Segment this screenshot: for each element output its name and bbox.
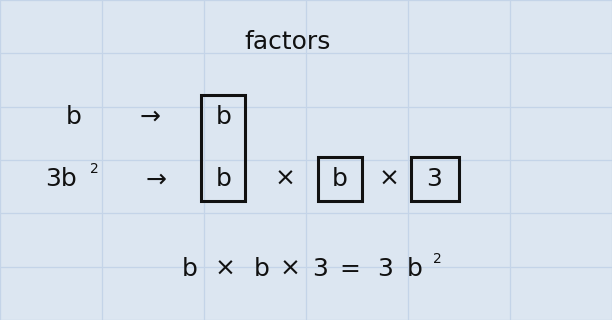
Text: =: = (339, 257, 360, 281)
Bar (411, 157, 458, 201)
Text: ×: × (378, 167, 399, 191)
Text: 3: 3 (312, 257, 327, 281)
Text: ×: × (274, 167, 295, 191)
Bar (318, 157, 362, 201)
Text: 3: 3 (377, 257, 393, 281)
Text: ×: × (214, 257, 235, 281)
Bar (201, 95, 245, 201)
Text: b: b (215, 167, 231, 191)
Text: b: b (254, 257, 270, 281)
Text: →: → (140, 105, 160, 129)
Text: 3: 3 (427, 167, 442, 191)
Text: b: b (407, 257, 423, 281)
Text: b: b (182, 257, 198, 281)
Text: 2: 2 (91, 162, 99, 176)
Text: ×: × (279, 257, 300, 281)
Text: factors: factors (244, 30, 331, 53)
Text: →: → (146, 167, 166, 191)
Text: 3b: 3b (45, 167, 77, 191)
Text: b: b (65, 105, 81, 129)
Text: b: b (332, 167, 348, 191)
Text: 2: 2 (433, 252, 442, 266)
Text: b: b (215, 105, 231, 129)
